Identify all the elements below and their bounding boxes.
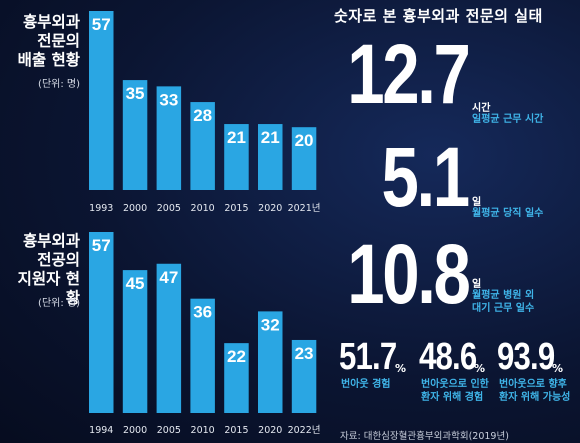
bar-0-0 <box>89 11 114 190</box>
top-title-line2: 전문의 <box>37 32 80 50</box>
bar-value-label: 20 <box>295 131 314 150</box>
harm-experience-pct-desc-line2: 환자 위해 경험 <box>421 392 484 403</box>
harm-possibility-pct-value: 93.9 <box>497 336 555 378</box>
bar-value-label: 32 <box>261 315 280 334</box>
top-chart-title: 흉부외과 전문의 배출 현황 <box>4 13 80 70</box>
stat-work-hours-desc: 일평균 근무 시간 <box>472 113 543 126</box>
category-label: 2015 <box>224 203 248 214</box>
stat-duty-days-unit: 일 <box>472 197 482 208</box>
bar-0-4 <box>224 124 249 190</box>
bar-1-2 <box>156 263 182 413</box>
bar-value-label: 47 <box>159 268 178 287</box>
category-label: 2020 <box>258 203 282 214</box>
harm-possibility-pct-desc-line2: 환자 위해 가능성 <box>499 392 571 403</box>
bar-value-label: 35 <box>126 84 145 103</box>
category-label: 1994 <box>89 425 113 436</box>
category-label: 1993 <box>89 203 113 214</box>
bar-value-label: 22 <box>227 347 246 366</box>
harm-experience-pct-sign: % <box>474 362 486 375</box>
bar-value-label: 21 <box>261 128 280 147</box>
stat-standby-days-desc-line2: 대기 근무 일수 <box>472 303 535 314</box>
burnout-pct-sign: % <box>395 362 407 375</box>
burnout-pct-value: 51.7 <box>339 336 397 378</box>
stat-work-hours-unit: 시간 <box>472 103 491 114</box>
bottom-title-line3: 지원자 현황 <box>17 270 80 307</box>
bar-0-5 <box>258 124 283 190</box>
harm-experience-pct-desc: 번아웃으로 인한 환자 위해 경험 <box>421 378 489 404</box>
top-bar-chart: 5719933520003320052820102120152120202020… <box>89 11 321 214</box>
bar-value-label: 36 <box>193 303 212 322</box>
harm-experience-pct-value: 48.6 <box>419 336 477 378</box>
bar-value-label: 45 <box>126 274 145 293</box>
bar-1-1 <box>122 270 148 413</box>
stat-standby-days-desc: 월평균 병원 외 대기 근무 일수 <box>472 289 534 315</box>
bar-0-3 <box>190 102 215 190</box>
bar-1-6 <box>291 339 317 413</box>
category-label: 2000 <box>123 425 147 436</box>
bar-value-label: 57 <box>92 15 111 34</box>
category-label: 2005 <box>157 203 181 214</box>
bottom-bar-chart: 57 1994 45 2000 47 2005 36 2010 22 2015 32 2020 23 20… <box>89 232 321 436</box>
bar-value-label: 21 <box>227 128 246 147</box>
bar-value-label: 28 <box>193 106 212 125</box>
bottom-chart-title: 흉부외과 전공의 지원자 현황 <box>4 232 80 308</box>
bar-1-0 <box>89 232 114 413</box>
top-title-line1: 흉부외과 <box>22 13 80 31</box>
category-label: 2020 <box>258 425 282 436</box>
stat-work-hours-desc-line: 일평균 근무 시간 <box>472 114 544 125</box>
category-label: 2022년 <box>288 425 321 436</box>
category-label: 2000 <box>123 203 147 214</box>
bar-1-3 <box>190 298 215 413</box>
bar-0-6 <box>291 127 317 190</box>
category-label: 2005 <box>157 425 181 436</box>
stat-standby-days-unit: 일 <box>472 279 482 290</box>
bottom-title-line2: 전공의 <box>37 251 80 269</box>
bar-0-2 <box>156 86 182 190</box>
stat-work-hours-value: 12.7 <box>346 27 471 121</box>
category-label: 2010 <box>191 425 215 436</box>
bar-value-label: 23 <box>295 344 314 363</box>
category-label: 2021년 <box>288 203 321 214</box>
bar-1-5 <box>258 311 283 413</box>
top-chart-unit: (단위: 명) <box>38 79 80 90</box>
stats-title: 숫자로 본 흉부외과 전문의 실태 <box>334 7 543 25</box>
harm-possibility-pct-sign: % <box>552 362 564 375</box>
bar-0-1 <box>122 80 148 190</box>
stat-duty-days-value: 5.1 <box>381 130 471 224</box>
bottom-chart-unit: (단위: 명) <box>38 298 80 309</box>
harm-possibility-pct-desc-line1: 번아웃으로 향후 <box>499 379 567 390</box>
stat-standby-days-desc-line1: 월평균 병원 외 <box>472 290 535 301</box>
source-note: 자료: 대한심장혈관흉부외과학회(2019년) <box>340 431 509 442</box>
stat-duty-days-desc-line: 월평균 당직 일수 <box>472 208 544 219</box>
stat-standby-days-value: 10.8 <box>346 227 471 321</box>
burnout-pct-desc-line: 번아웃 경험 <box>341 379 391 390</box>
harm-experience-pct-desc-line1: 번아웃으로 인한 <box>421 379 489 390</box>
category-label: 2010 <box>191 203 215 214</box>
bar-value-label: 57 <box>92 236 111 255</box>
stat-duty-days-desc: 월평균 당직 일수 <box>472 207 543 220</box>
category-label: 2015 <box>224 425 248 436</box>
burnout-pct-desc: 번아웃 경험 <box>341 378 390 391</box>
harm-possibility-pct-desc: 번아웃으로 향후 환자 위해 가능성 <box>499 378 570 404</box>
bar-value-label: 33 <box>159 90 178 109</box>
bottom-title-line1: 흉부외과 <box>22 232 80 250</box>
bar-1-4 <box>224 343 249 413</box>
top-title-line3: 배출 현황 <box>17 51 80 69</box>
